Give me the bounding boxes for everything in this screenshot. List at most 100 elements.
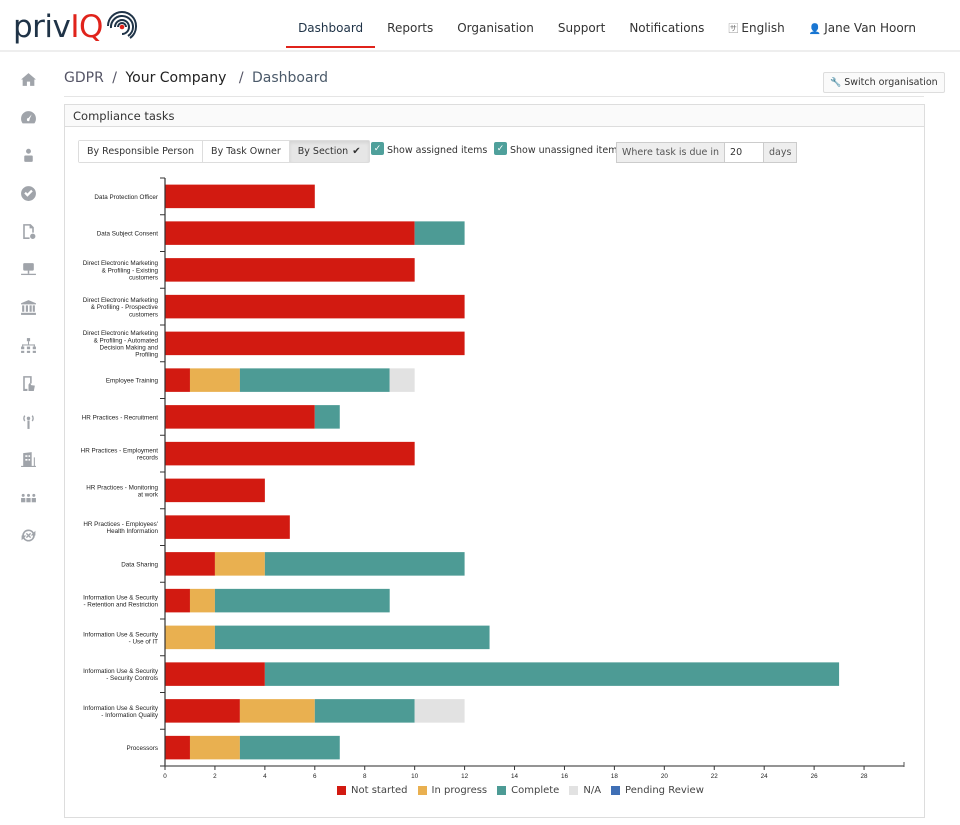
category-label: Processors xyxy=(127,745,159,752)
bar-segment-complete[interactable] xyxy=(314,699,415,723)
category-label-line: Direct Electronic Marketing xyxy=(83,330,159,337)
category-label-line: Employee Training xyxy=(106,378,159,385)
org-chart-icon xyxy=(20,337,36,353)
check-circle-icon xyxy=(20,185,36,201)
bar-segment-not-started[interactable] xyxy=(165,405,315,429)
category-label-line: & Profiling - Automated xyxy=(94,337,159,344)
category-label-line: Information Use & Security xyxy=(83,705,159,712)
bar-segment-not-started[interactable] xyxy=(165,552,215,576)
legend-swatch xyxy=(417,786,427,795)
group-icon xyxy=(20,493,36,502)
x-tick-label: 20 xyxy=(661,773,669,780)
category-label-line: Processors xyxy=(127,745,159,752)
bar-segment-complete[interactable] xyxy=(264,662,840,686)
bar-segment-n-a[interactable] xyxy=(414,699,465,723)
x-tick-label: 16 xyxy=(561,773,569,780)
legend-item[interactable]: Not started xyxy=(337,785,408,796)
by-task-owner-button[interactable]: By Task Owner xyxy=(203,141,290,162)
sidebar-item-broadcast[interactable] xyxy=(0,402,56,440)
nav-reports[interactable]: Reports xyxy=(387,21,434,35)
category-label: Information Use & Security - Retention an… xyxy=(83,595,159,609)
check-icon: ✔ xyxy=(352,146,361,157)
sidebar-item-devices[interactable] xyxy=(0,364,56,402)
sidebar-item-organisation[interactable] xyxy=(0,326,56,364)
sidebar-item-people[interactable] xyxy=(0,136,56,174)
bar-segment-n-a[interactable] xyxy=(389,368,415,392)
nav-language[interactable]: 🈂 English xyxy=(716,0,796,50)
bar-segment-in-progress[interactable] xyxy=(189,588,215,613)
legend-item[interactable]: Pending Review xyxy=(611,785,704,796)
bar-segment-not-started[interactable] xyxy=(165,294,465,319)
by-section-button[interactable]: By Section ✔ xyxy=(289,141,369,162)
bar-segment-complete[interactable] xyxy=(264,552,465,576)
bar-segment-in-progress[interactable] xyxy=(214,552,265,576)
due-suffix: days xyxy=(764,143,797,162)
sidebar-item-systems[interactable] xyxy=(0,250,56,288)
sidebar-item-institutions[interactable] xyxy=(0,288,56,326)
bar-segment-complete[interactable] xyxy=(214,625,490,650)
bar-segment-not-started[interactable] xyxy=(165,221,415,245)
bar-segment-not-started[interactable] xyxy=(165,331,465,356)
legend-item[interactable]: In progress xyxy=(417,785,487,796)
sidebar-item-tasks[interactable] xyxy=(0,174,56,212)
category-label: Data Subject Consent xyxy=(97,231,159,238)
due-days-input[interactable] xyxy=(724,143,765,162)
logo-text-iq: IQ xyxy=(70,9,103,45)
bar-segment-in-progress[interactable] xyxy=(189,368,240,392)
compliance-tasks-panel: Compliance tasks By Responsible Person B… xyxy=(64,104,925,818)
bar-segment-complete[interactable] xyxy=(239,368,390,392)
user-icon: 👤 xyxy=(808,24,822,35)
legend-item[interactable]: N/A xyxy=(569,785,601,796)
x-tick-label: 8 xyxy=(363,773,367,780)
show-unassigned-checkbox[interactable]: ✓ Show unassigned items xyxy=(494,142,622,156)
bar-segment-not-started[interactable] xyxy=(165,258,415,282)
bar-segment-not-started[interactable] xyxy=(165,184,315,209)
bar-segment-not-started[interactable] xyxy=(165,441,415,466)
bar-segment-not-started[interactable] xyxy=(165,515,290,539)
checkbox-checked-icon: ✓ xyxy=(371,142,384,155)
sidebar-item-groups[interactable] xyxy=(0,478,56,516)
category-label: Information Use & Security - Information … xyxy=(83,705,159,719)
bar-segment-not-started[interactable] xyxy=(165,735,190,760)
sidebar-item-documents[interactable] xyxy=(0,212,56,250)
person-id-icon xyxy=(23,148,33,162)
nav-dashboard[interactable]: Dashboard xyxy=(286,0,376,50)
bar-segment-in-progress[interactable] xyxy=(189,735,240,760)
category-label-line: HR Practices - Employment xyxy=(81,448,159,455)
breadcrumb-gdpr[interactable]: GDPR xyxy=(64,70,104,86)
show-assigned-checkbox[interactable]: ✓ Show assigned items xyxy=(371,142,487,156)
category-label: Data Sharing xyxy=(121,561,158,568)
nav-organisation[interactable]: Organisation xyxy=(457,21,534,35)
bar-segment-complete[interactable] xyxy=(414,221,465,245)
dashboard-gauge-icon xyxy=(20,110,36,123)
compliance-bar-chart: Data Protection Officer Data Subject Cons… xyxy=(81,177,905,780)
sidebar-item-dashboard[interactable] xyxy=(0,98,56,136)
category-label-line: customers xyxy=(129,275,158,282)
sidebar-item-buildings[interactable] xyxy=(0,440,56,478)
privacy-logo[interactable]: priv IQ xyxy=(13,9,139,45)
nav-support[interactable]: Support xyxy=(557,21,606,35)
sidebar-item-transfers[interactable] xyxy=(0,516,56,554)
top-navbar: priv IQ Dashboard Reports Organisation Su… xyxy=(0,0,960,52)
nav-user[interactable]: 👤 Jane Van Hoorn xyxy=(797,0,928,50)
legend-item[interactable]: Complete xyxy=(497,785,559,796)
nav-notifications[interactable]: Notifications xyxy=(629,21,705,35)
broadcast-tower-icon xyxy=(22,414,34,429)
breadcrumb-company[interactable]: Your Company xyxy=(125,70,227,86)
bar-segment-not-started[interactable] xyxy=(165,662,265,686)
sidebar-item-home[interactable] xyxy=(0,60,56,98)
by-responsible-person-button[interactable]: By Responsible Person xyxy=(79,141,204,162)
bar-segment-complete[interactable] xyxy=(314,405,340,429)
bar-segment-not-started[interactable] xyxy=(165,588,190,613)
legend-swatch xyxy=(611,786,621,795)
category-label-line: records xyxy=(137,455,158,462)
bar-segment-in-progress[interactable] xyxy=(165,625,215,650)
bar-segment-in-progress[interactable] xyxy=(239,699,315,723)
bar-segment-not-started[interactable] xyxy=(165,368,190,392)
bar-segment-complete[interactable] xyxy=(239,735,340,760)
bar-segment-not-started[interactable] xyxy=(165,699,240,723)
switch-organisation-button[interactable]: 🔧 Switch organisation xyxy=(823,72,945,93)
bar-segment-complete[interactable] xyxy=(214,588,390,613)
x-tick-label: 24 xyxy=(761,773,769,780)
bar-segment-not-started[interactable] xyxy=(165,478,265,503)
